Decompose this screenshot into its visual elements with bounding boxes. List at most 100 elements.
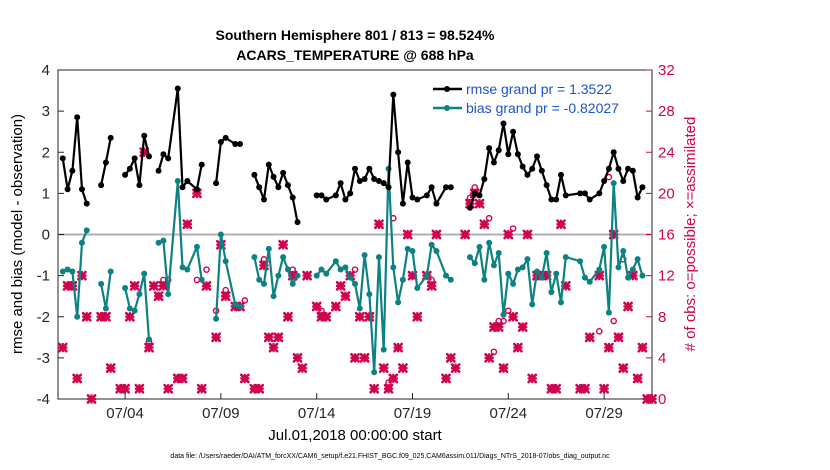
- obs-assimilated-marker: [556, 219, 566, 230]
- obs-assimilated-marker: [613, 332, 624, 343]
- rmse-point: [610, 149, 617, 156]
- bias-line: [253, 247, 299, 298]
- rmse-point: [217, 138, 224, 145]
- x-tick-label: 07/14: [298, 405, 336, 422]
- bias-point: [356, 305, 363, 312]
- bias-point: [629, 266, 636, 273]
- bias-point: [529, 301, 536, 308]
- bias-point: [193, 243, 200, 250]
- y-tick-label: -3: [37, 350, 50, 367]
- bias-point: [59, 268, 66, 275]
- y-tick-label: 0: [42, 227, 50, 244]
- obs-assimilated-marker: [378, 363, 389, 374]
- bias-point: [294, 272, 301, 279]
- bias-point: [505, 270, 512, 277]
- obs-assimilated-marker: [81, 311, 92, 322]
- obs-assimilated-marker: [311, 301, 322, 312]
- obs-assimilated-marker: [527, 373, 538, 384]
- rmse-point: [136, 182, 143, 189]
- rmse-point: [380, 180, 387, 187]
- rmse-point: [232, 141, 239, 148]
- rmse-point: [165, 155, 172, 162]
- obs-assimilated-marker: [498, 363, 509, 374]
- bias-point: [500, 311, 507, 318]
- bias-point: [251, 254, 258, 261]
- rmse-point: [265, 161, 272, 168]
- obs-assimilated-marker: [512, 342, 523, 353]
- obs-possible-marker: [428, 276, 435, 284]
- bias-point: [165, 291, 172, 298]
- bias-point: [433, 247, 440, 254]
- rmse-point: [179, 184, 186, 191]
- rmse-point: [505, 151, 512, 158]
- bias-point: [553, 270, 560, 277]
- bias-point: [78, 239, 85, 246]
- right-y-axis: 0 4 8 12 16 20 24 28 32: [646, 62, 675, 408]
- bias-point: [409, 247, 416, 254]
- chart-subtitle: ACARS_TEMPERATURE @ 688 hPa: [236, 47, 474, 63]
- bias-point: [390, 264, 397, 271]
- bias-point: [375, 254, 382, 261]
- bias-point: [466, 254, 473, 261]
- obs-assimilated-marker: [330, 301, 341, 312]
- bias-point: [605, 309, 612, 316]
- y2-tick-label: 24: [658, 144, 675, 161]
- y-tick-label: 4: [42, 62, 50, 79]
- obs-assimilated-marker: [623, 301, 633, 312]
- rmse-point: [414, 196, 421, 203]
- obs-assimilated-marker: [201, 281, 212, 291]
- rmse-point: [629, 167, 636, 174]
- obs-assimilated-marker: [388, 373, 399, 384]
- obs-assimilated-marker: [618, 363, 629, 374]
- rmse-point: [476, 192, 483, 199]
- rmse-point: [605, 165, 612, 172]
- right-y-axis-label: # of obs: o=possible; ×=assimilated: [682, 117, 699, 352]
- bias-point: [486, 239, 493, 246]
- obs-assimilated-marker: [153, 291, 164, 302]
- rmse-point: [601, 178, 608, 185]
- obs-assimilated-marker: [508, 311, 518, 322]
- rmse-point: [538, 167, 545, 174]
- rmse-point: [59, 155, 66, 162]
- bias-point: [260, 280, 267, 287]
- obs-assimilated-marker: [647, 394, 657, 404]
- rmse-point: [428, 184, 435, 191]
- obs-assimilated-marker: [484, 352, 495, 363]
- obs-assimilated-marker: [359, 352, 370, 363]
- rmse-point: [625, 165, 632, 172]
- rmse-point: [553, 196, 560, 203]
- rmse-point: [155, 167, 162, 174]
- rmse-point: [471, 190, 478, 197]
- bias-point: [414, 284, 421, 291]
- obs-assimilated-marker: [101, 311, 111, 322]
- y2-tick-label: 16: [658, 227, 675, 244]
- obs-assimilated-marker: [450, 363, 461, 374]
- bias-point: [557, 299, 564, 306]
- bias-point: [198, 276, 205, 283]
- obs-assimilated-marker: [580, 383, 590, 394]
- chart-title: Southern Hemisphere 801 / 813 = 98.524%: [216, 27, 496, 43]
- obs-assimilated-marker: [129, 281, 140, 291]
- bias-point: [548, 289, 555, 296]
- bias-point: [514, 266, 521, 273]
- bias-point: [538, 274, 545, 281]
- obs-assimilated-marker: [297, 363, 308, 374]
- legend-marker-bias: [444, 105, 450, 111]
- obs-assimilated-marker: [239, 373, 250, 384]
- obs-assimilated-marker: [474, 198, 485, 209]
- obs-assimilated-marker: [584, 332, 595, 343]
- obs-possible-marker: [385, 379, 392, 387]
- rmse-point: [126, 165, 133, 172]
- rmse-point: [256, 184, 263, 191]
- bias-point: [534, 268, 541, 275]
- x-tick-label: 07/04: [106, 405, 144, 422]
- rmse-point: [98, 182, 105, 189]
- y-tick-label: 1: [42, 185, 50, 202]
- rmse-point: [423, 192, 430, 199]
- y2-tick-label: 28: [658, 103, 675, 120]
- obs-assimilated-marker: [335, 281, 346, 291]
- obs-assimilated-marker: [86, 394, 97, 404]
- rmse-point: [404, 159, 411, 166]
- rmse-point: [74, 114, 81, 121]
- obs-assimilated-marker: [263, 332, 274, 343]
